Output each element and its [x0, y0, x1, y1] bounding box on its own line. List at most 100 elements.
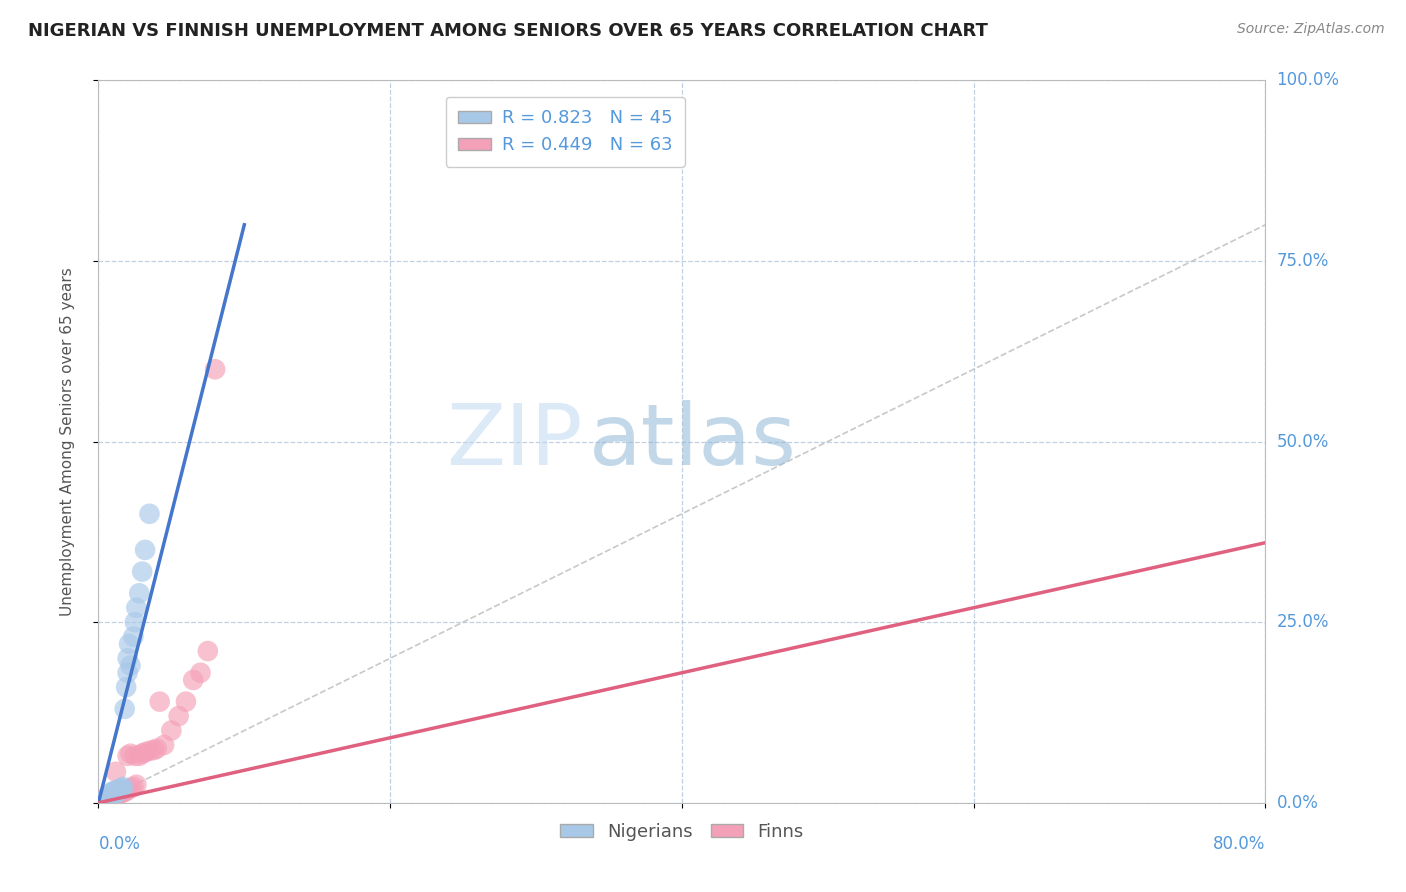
Point — [108, 783, 131, 797]
Text: 0.0%: 0.0% — [98, 835, 141, 854]
Point — [101, 787, 124, 801]
Point — [131, 747, 153, 761]
Point — [110, 781, 132, 796]
Text: Source: ZipAtlas.com: Source: ZipAtlas.com — [1237, 22, 1385, 37]
Point — [114, 785, 136, 799]
Point — [103, 788, 125, 802]
Text: NIGERIAN VS FINNISH UNEMPLOYMENT AMONG SENIORS OVER 65 YEARS CORRELATION CHART: NIGERIAN VS FINNISH UNEMPLOYMENT AMONG S… — [28, 22, 988, 40]
Point — [104, 764, 127, 779]
Point — [97, 790, 120, 805]
Point — [96, 791, 118, 805]
Point — [98, 789, 121, 804]
Point — [117, 748, 139, 763]
Point — [115, 680, 138, 694]
Point — [110, 786, 132, 800]
Point — [110, 784, 132, 798]
Point — [146, 741, 169, 756]
Point — [110, 785, 132, 799]
Text: atlas: atlas — [589, 400, 797, 483]
Point — [105, 785, 128, 799]
Point — [138, 744, 160, 758]
Point — [125, 600, 148, 615]
Point — [103, 789, 125, 804]
Point — [108, 786, 131, 800]
Point — [174, 695, 197, 709]
Point — [197, 644, 219, 658]
Point — [97, 790, 120, 805]
Point — [97, 791, 120, 805]
Point — [96, 790, 118, 805]
Point — [114, 782, 136, 797]
Point — [94, 790, 117, 805]
Point — [101, 789, 124, 803]
Text: 0.0%: 0.0% — [1277, 794, 1319, 812]
Point — [100, 789, 122, 803]
Point — [117, 665, 139, 680]
Point — [101, 788, 124, 802]
Point — [114, 702, 136, 716]
Point — [100, 790, 122, 805]
Point — [94, 792, 117, 806]
Point — [112, 780, 135, 794]
Text: 75.0%: 75.0% — [1277, 252, 1329, 270]
Point — [94, 792, 117, 806]
Point — [97, 789, 120, 804]
Point — [98, 790, 121, 805]
Point — [120, 781, 142, 796]
Point — [108, 787, 131, 801]
Point — [94, 791, 117, 805]
Y-axis label: Unemployment Among Seniors over 65 years: Unemployment Among Seniors over 65 years — [60, 268, 75, 615]
Point — [101, 789, 124, 804]
Point — [100, 789, 122, 804]
Point — [100, 789, 122, 804]
Point — [105, 782, 128, 797]
Point — [105, 788, 128, 802]
Point — [120, 747, 142, 761]
Point — [98, 789, 121, 803]
Point — [97, 790, 120, 805]
Point — [125, 778, 148, 792]
Point — [98, 790, 121, 805]
Legend: Nigerians, Finns: Nigerians, Finns — [553, 815, 811, 848]
Text: ZIP: ZIP — [446, 400, 582, 483]
Point — [118, 637, 141, 651]
Point — [96, 790, 118, 805]
Point — [98, 789, 121, 803]
Point — [134, 745, 156, 759]
Point — [153, 738, 176, 752]
Point — [138, 507, 160, 521]
Point — [96, 791, 118, 805]
Point — [104, 789, 127, 803]
Point — [111, 784, 134, 798]
Point — [100, 790, 122, 805]
Point — [122, 630, 145, 644]
Point — [101, 786, 124, 800]
Text: 80.0%: 80.0% — [1213, 835, 1265, 854]
Point — [104, 787, 127, 801]
Point — [115, 783, 138, 797]
Point — [111, 781, 134, 796]
Point — [97, 790, 120, 805]
Text: 100.0%: 100.0% — [1277, 71, 1340, 89]
Point — [94, 792, 117, 806]
Point — [124, 615, 146, 630]
Point — [128, 586, 150, 600]
Point — [105, 786, 128, 800]
Point — [128, 748, 150, 763]
Point — [96, 792, 118, 806]
Point — [160, 723, 183, 738]
Text: 25.0%: 25.0% — [1277, 613, 1329, 632]
Point — [98, 789, 121, 804]
Point — [134, 542, 156, 557]
Point — [101, 790, 124, 805]
Point — [96, 790, 118, 805]
Point — [117, 651, 139, 665]
Point — [142, 743, 165, 757]
Point — [120, 658, 142, 673]
Point — [111, 786, 134, 800]
Point — [97, 790, 120, 805]
Point — [190, 665, 212, 680]
Point — [93, 792, 115, 806]
Point — [167, 709, 190, 723]
Point — [122, 780, 145, 794]
